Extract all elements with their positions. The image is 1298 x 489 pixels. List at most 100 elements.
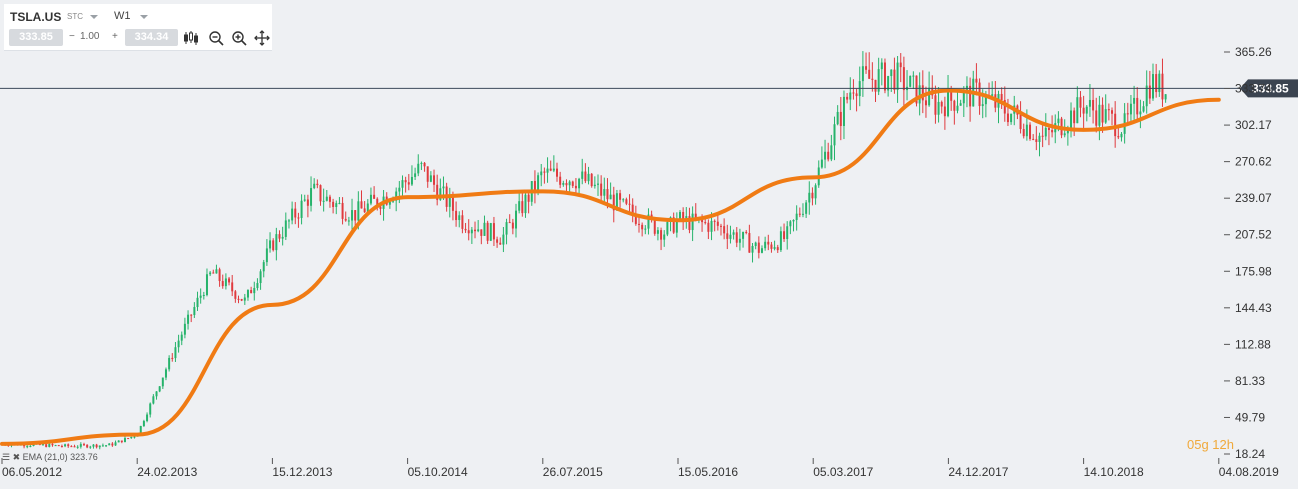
- candle-body: [376, 198, 379, 207]
- buy-price-button[interactable]: 334.34: [125, 29, 178, 46]
- candle-body: [571, 181, 574, 186]
- candle-body: [319, 185, 322, 202]
- candle-body: [278, 234, 281, 239]
- candle-body: [770, 244, 773, 249]
- x-tick-label: 06.05.2012: [2, 465, 62, 479]
- candle-body: [609, 194, 612, 200]
- candle-body: [792, 219, 795, 222]
- sell-price-button[interactable]: 333.85: [9, 29, 63, 46]
- candle-body: [458, 215, 461, 221]
- zoom-out-icon[interactable]: [207, 29, 225, 47]
- indicator-close-icon[interactable]: ✖: [12, 452, 21, 462]
- candle-body: [420, 162, 423, 164]
- candle-body: [590, 173, 593, 187]
- candle-body: [928, 87, 931, 106]
- candle-body: [221, 281, 224, 287]
- candle-body: [726, 233, 729, 239]
- candle-body: [729, 234, 732, 239]
- candle-body: [597, 183, 600, 185]
- timeframe-select[interactable]: W1: [114, 10, 131, 22]
- candle-body: [404, 180, 407, 183]
- candle-body: [937, 101, 940, 115]
- candle-body: [256, 283, 259, 289]
- candle-body: [180, 334, 183, 341]
- candle-body: [306, 199, 309, 206]
- candle-body: [814, 185, 817, 199]
- timeframe-dropdown-icon[interactable]: [140, 15, 148, 19]
- candle-body: [1085, 106, 1088, 114]
- candle-body: [798, 213, 801, 215]
- candle-body: [707, 222, 710, 232]
- candle-body: [811, 192, 814, 199]
- candle-body: [168, 357, 171, 370]
- candle-body: [269, 240, 272, 249]
- candle-body: [174, 347, 177, 359]
- candle-body: [1104, 109, 1107, 123]
- candle-body: [1057, 118, 1060, 124]
- candle-body: [1101, 104, 1104, 123]
- candle-body: [556, 168, 559, 177]
- candle-body: [947, 88, 950, 117]
- candle-body: [587, 173, 590, 182]
- current-price-label: 333.85: [1252, 81, 1289, 95]
- zoom-in-icon[interactable]: [230, 29, 248, 47]
- candle-body: [357, 201, 360, 221]
- candle-body: [754, 242, 757, 247]
- candle-body: [455, 210, 458, 221]
- candle-body: [70, 446, 73, 448]
- candle-body: [240, 299, 243, 301]
- volume-minus-button[interactable]: −: [69, 31, 75, 42]
- candle-body: [1120, 133, 1123, 138]
- candle-body: [486, 222, 489, 241]
- indicator-menu-icon[interactable]: ☰: [2, 452, 11, 462]
- candle-body: [139, 425, 142, 436]
- candle-body: [969, 85, 972, 107]
- candle-body: [496, 239, 499, 243]
- candle-body: [842, 96, 845, 127]
- candle-body: [338, 202, 341, 204]
- candle-body: [262, 262, 265, 272]
- candle-body: [1076, 97, 1079, 124]
- x-tick-label: 04.08.2019: [1219, 465, 1279, 479]
- candle-body: [1158, 73, 1161, 93]
- candle-body: [779, 231, 782, 251]
- candle-body: [656, 230, 659, 234]
- candle-body: [713, 220, 716, 222]
- candle-body: [67, 444, 70, 447]
- volume-field[interactable]: 1.00: [80, 31, 100, 42]
- y-tick-label: 49.79: [1235, 410, 1265, 424]
- candle-body: [1047, 127, 1050, 131]
- candles-icon[interactable]: [182, 29, 200, 47]
- candle-body: [344, 218, 347, 221]
- candle-body: [865, 66, 868, 70]
- candle-body: [54, 445, 57, 447]
- candle-body: [347, 220, 350, 222]
- candle-body: [133, 436, 136, 438]
- candle-body: [51, 444, 54, 446]
- candle-body: [533, 181, 536, 191]
- symbol-dropdown-icon[interactable]: [90, 15, 98, 19]
- candle-body: [666, 222, 669, 235]
- move-icon[interactable]: [253, 29, 271, 47]
- candle-body: [625, 199, 628, 204]
- candle-body: [95, 444, 98, 448]
- candle-body: [786, 226, 789, 240]
- candle-body: [48, 444, 51, 447]
- candle-body: [909, 75, 912, 87]
- candle-body: [439, 188, 442, 200]
- candle-body: [76, 446, 79, 448]
- candle-body: [332, 201, 335, 207]
- candle-body: [79, 444, 82, 447]
- symbol-label[interactable]: TSLA.US: [10, 10, 62, 24]
- volume-plus-button[interactable]: +: [112, 31, 118, 42]
- candle-body: [272, 240, 275, 251]
- candle-body: [360, 201, 363, 209]
- candle-body: [155, 391, 158, 397]
- candle-body: [401, 180, 404, 188]
- candle-body: [26, 446, 29, 448]
- y-axis: 365.26 333.74 302.17 270.62 239.07 207.52 175.…: [1224, 45, 1272, 461]
- candle-body: [1148, 85, 1151, 99]
- candle-body: [647, 214, 650, 229]
- candle-body: [518, 201, 521, 211]
